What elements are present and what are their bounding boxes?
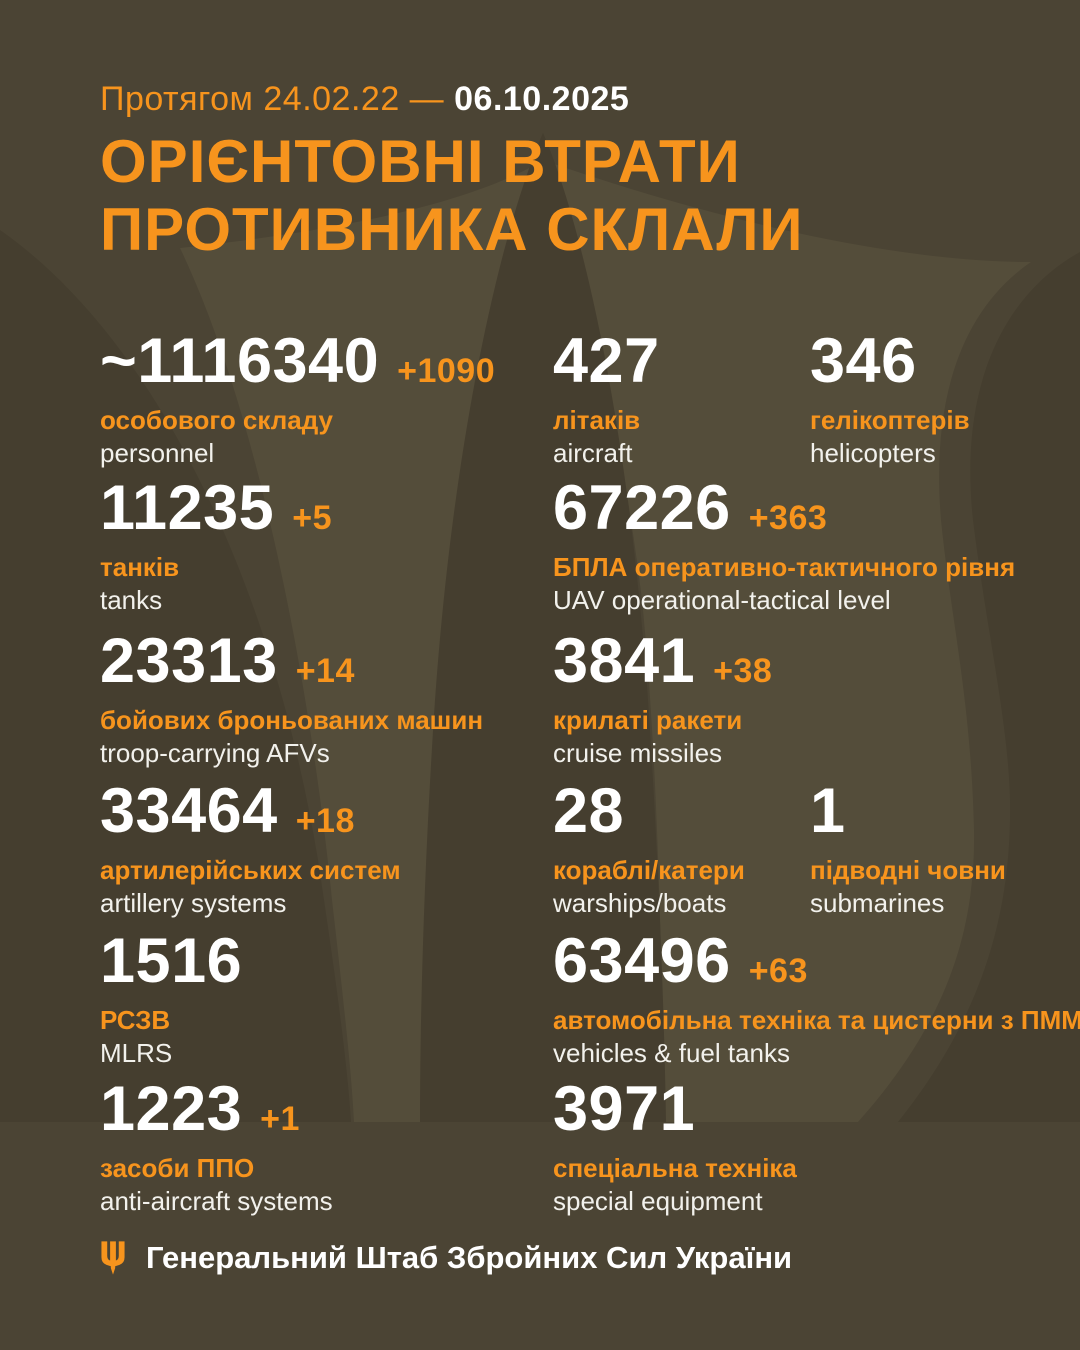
stat-value: 28 bbox=[553, 776, 625, 846]
stat-tanks: 11235 +5 танків tanks bbox=[100, 477, 332, 616]
stat-delta: +1090 bbox=[397, 352, 496, 390]
stat-label-en: artillery systems bbox=[100, 888, 287, 918]
page-title: Орієнтовні втрати противника склали bbox=[100, 128, 804, 264]
stat-delta: +18 bbox=[295, 802, 355, 840]
stat-label-en: troop-carrying AFVs bbox=[100, 738, 330, 768]
period-prefix: Протягом 24.02.22 — bbox=[100, 80, 445, 118]
stat-value: 23313 bbox=[100, 626, 278, 696]
stat-value: 346 bbox=[810, 326, 917, 396]
stat-submarines: 1 підводні човни submarines bbox=[810, 780, 1006, 919]
watermark-dark-left bbox=[0, 230, 351, 1122]
stat-value: 1223 bbox=[100, 1074, 243, 1144]
stat-label-ua: РСЗВ bbox=[100, 1005, 171, 1035]
stat-uav: 67226 +363 БПЛА оперативно-тактичного рі… bbox=[553, 477, 1015, 616]
stat-label-ua: танків bbox=[100, 552, 180, 582]
stat-label-en: special equipment bbox=[553, 1186, 763, 1216]
period-line: Протягом 24.02.22 — 06.10.2025 bbox=[100, 80, 629, 119]
report-date: 06.10.2025 bbox=[454, 80, 630, 118]
stat-label-en: tanks bbox=[100, 585, 163, 615]
stat-vehicles: 63496 +63 автомобільна техніка та цистер… bbox=[553, 930, 1080, 1069]
stat-value: 1 bbox=[810, 776, 846, 846]
stat-label-ua: кораблі/катери bbox=[553, 855, 745, 885]
stat-value: 1516 bbox=[100, 926, 243, 996]
stat-anti-aircraft: 1223 +1 засоби ППО anti-aircraft systems bbox=[100, 1078, 333, 1217]
stat-value: ~1116340 bbox=[100, 326, 380, 396]
stat-label-ua: бойових броньованих машин bbox=[100, 705, 484, 735]
watermark-dark-center-spike bbox=[420, 133, 666, 1122]
watermark-light-right-tine bbox=[543, 160, 1031, 1122]
footer: Генеральний Штаб Збройних Сил України bbox=[100, 1240, 792, 1276]
stat-label-ua: автомобільна техніка та цистерни з ПММ bbox=[553, 1005, 1080, 1035]
stat-delta: +1 bbox=[260, 1100, 300, 1138]
stat-label-ua: спеціальна техніка bbox=[553, 1153, 797, 1183]
stat-value: 33464 bbox=[100, 776, 278, 846]
stat-label-en: UAV operational-tactical level bbox=[553, 585, 891, 615]
stat-label-en: MLRS bbox=[100, 1038, 173, 1068]
stat-label-ua: артилерійських систем bbox=[100, 855, 401, 885]
title-line-1: Орієнтовні втрати bbox=[100, 128, 741, 195]
watermark-dark-right bbox=[898, 252, 1080, 1122]
stat-delta: +38 bbox=[713, 652, 773, 690]
stat-afv: 23313 +14 бойових броньованих машин troo… bbox=[100, 630, 483, 769]
stat-helicopters: 346 гелікоптерів helicopters bbox=[810, 330, 970, 469]
stat-label-ua: літаків bbox=[553, 405, 641, 435]
stat-label-ua: засоби ППО bbox=[100, 1153, 255, 1183]
title-line-2: противника склали bbox=[100, 196, 804, 263]
stat-label-en: submarines bbox=[810, 888, 945, 918]
stat-value: 11235 bbox=[100, 473, 275, 543]
stat-label-ua: крилаті ракети bbox=[553, 705, 743, 735]
stat-label-en: cruise missiles bbox=[553, 738, 723, 768]
stat-label-en: warships/boats bbox=[553, 888, 727, 918]
stat-personnel: ~1116340 +1090 особового складу personne… bbox=[100, 330, 495, 469]
watermark-light-left-tine bbox=[180, 160, 543, 1122]
stat-delta: +363 bbox=[748, 499, 828, 537]
stat-delta: +5 bbox=[292, 499, 332, 537]
stat-label-en: aircraft bbox=[553, 438, 633, 468]
stat-delta: +63 bbox=[748, 952, 808, 990]
stat-label-ua: БПЛА оперативно-тактичного рівня bbox=[553, 552, 1016, 582]
footer-org-name: Генеральний Штаб Збройних Сил України bbox=[146, 1240, 793, 1275]
stat-label-ua: гелікоптерів bbox=[810, 405, 970, 435]
stat-value: 67226 bbox=[553, 473, 731, 543]
stat-delta: +14 bbox=[295, 652, 355, 690]
stat-artillery: 33464 +18 артилерійських систем artiller… bbox=[100, 780, 401, 919]
stat-cruise-missiles: 3841 +38 крилаті ракети cruise missiles bbox=[553, 630, 772, 769]
stat-label-ua: особового складу bbox=[100, 405, 333, 435]
stat-special-equipment: 3971 спеціальна техніка special equipmen… bbox=[553, 1078, 797, 1217]
stat-mlrs: 1516 РСЗВ MLRS bbox=[100, 930, 242, 1069]
stat-aircraft: 427 літаків aircraft bbox=[553, 330, 660, 469]
stat-warships: 28 кораблі/катери warships/boats bbox=[553, 780, 745, 919]
stat-value: 3841 bbox=[553, 626, 696, 696]
stat-value: 427 bbox=[553, 326, 660, 396]
stat-label-en: anti-aircraft systems bbox=[100, 1186, 333, 1216]
stat-label-en: vehicles & fuel tanks bbox=[553, 1038, 791, 1068]
tryzub-icon bbox=[101, 1241, 125, 1275]
stat-value: 63496 bbox=[553, 926, 731, 996]
stat-value: 3971 bbox=[553, 1074, 696, 1144]
stat-label-ua: підводні човни bbox=[810, 855, 1006, 885]
stat-label-en: personnel bbox=[100, 438, 215, 468]
stat-label-en: helicopters bbox=[810, 438, 936, 468]
